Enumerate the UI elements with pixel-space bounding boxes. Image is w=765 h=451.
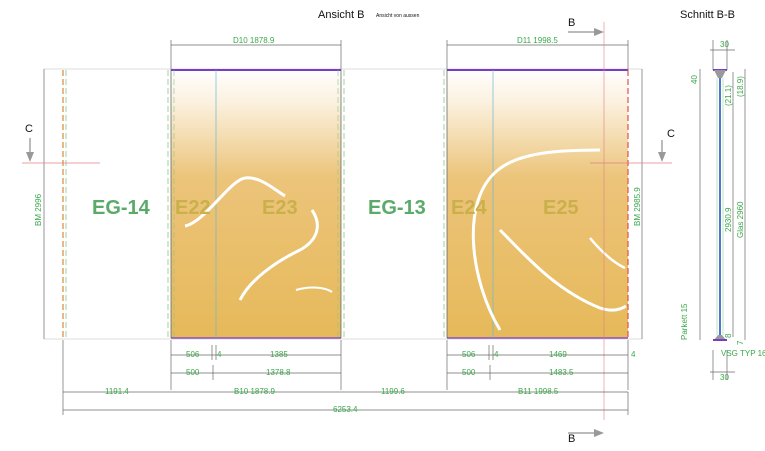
label-e22: E22 (175, 197, 211, 219)
glazing-d11: E24 E25 (446, 69, 629, 339)
dim-d11: D11 1998.5 (517, 36, 558, 45)
label-e23: E23 (262, 197, 298, 219)
dim-4a: 4 (217, 350, 222, 359)
glazing-d10: E22 E23 (170, 69, 342, 339)
label-e25: E25 (543, 197, 579, 219)
marker-b-bottom: B (568, 433, 575, 445)
dim-1378: 1378.8 (266, 368, 291, 377)
section-c-right: C (590, 128, 675, 164)
dim-1385: 1385 (270, 350, 288, 359)
dim-1469: 1469 (549, 350, 567, 359)
sec-v189: (18.9) (736, 76, 745, 97)
section-b-top: B (568, 17, 605, 420)
dim-b11: B11 1998.5 (518, 387, 559, 396)
dim-500b: 500 (462, 368, 476, 377)
panel-eg13: EG-13 (343, 70, 445, 338)
label-eg14: EG-14 (92, 197, 151, 219)
section-title: Schnitt B-B (680, 9, 735, 21)
sec-top30: 30 (720, 40, 729, 49)
sec-v40: 40 (690, 75, 699, 84)
dim-500a: 500 (186, 368, 200, 377)
dim-506b: 506 (462, 350, 476, 359)
top-dimensions: D10 1878.9 D11 1998.5 (170, 36, 629, 70)
sec-v8: 8 (724, 333, 733, 338)
sec-bot30: 30 (720, 373, 729, 382)
section-b-bottom: B (568, 429, 604, 445)
dim-1199: 1199.6 (381, 387, 405, 396)
marker-c-left: C (25, 123, 33, 135)
bottom-dimensions: 506 4 1385 506 4 1469 4 500 1378.8 500 1… (62, 340, 636, 415)
dim-d10: D10 1878.9 (233, 36, 275, 45)
dim-b10: B10 1878.9 (234, 387, 275, 396)
dim-bm-left-group: BM 2996 (34, 69, 45, 339)
dim-1191: 1191.4 (105, 387, 129, 396)
sec-vsg: VSG TYP 16 (721, 349, 765, 358)
drawing-title: Ansicht B (318, 9, 364, 21)
drawing-subtitle: Ansicht von aussen (376, 13, 420, 19)
sec-glas: Glas 2960 (736, 201, 745, 238)
sec-parkett: Parkett 15 (680, 303, 689, 340)
dim-bm-left: BM 2996 (34, 193, 43, 226)
sec-v2930: 2930.9 (724, 207, 733, 232)
sec-v7: 7 (736, 340, 745, 345)
dim-bm-right-group: BM 2985.9 (633, 69, 643, 339)
dim-4b: 4 (494, 350, 499, 359)
dim-506a: 506 (186, 350, 200, 359)
dim-4c: 4 (631, 350, 636, 359)
dim-total: 6253.4 (333, 405, 358, 414)
section-c-left: C (22, 123, 100, 164)
sec-v211: (21.1) (724, 85, 733, 106)
marker-b-top: B (568, 17, 575, 29)
dim-1483: 1483.5 (549, 368, 574, 377)
label-e24: E24 (451, 197, 487, 219)
label-eg13: EG-13 (368, 197, 426, 219)
panel-eg14: EG-14 (62, 70, 169, 338)
dim-bm-right: BM 2985.9 (633, 187, 642, 226)
section-bb: 30 40 (18.9) Glas 2960 7 (21.1) 2930.9 8… (680, 40, 765, 382)
marker-c-right: C (667, 128, 675, 140)
